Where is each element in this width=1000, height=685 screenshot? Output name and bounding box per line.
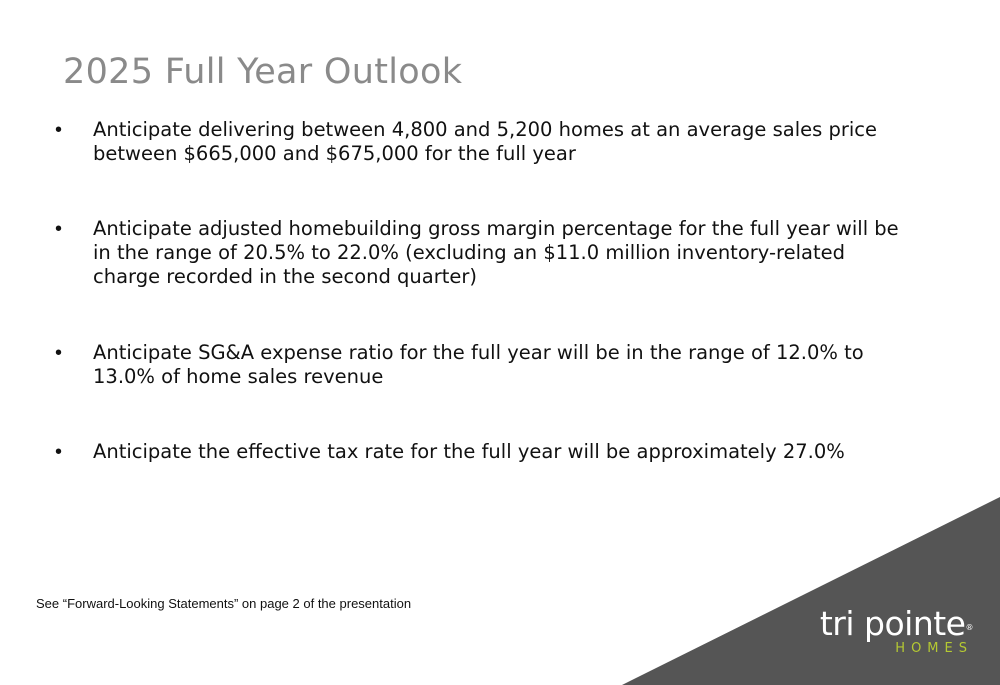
- bullet-dot: •: [55, 119, 63, 141]
- logo-wordmark: tri pointe®: [819, 604, 974, 643]
- bullet-item: • Anticipate delivering between 4,800 an…: [55, 118, 915, 166]
- bullet-item: • Anticipate SG&A expense ratio for the …: [55, 341, 915, 389]
- logo-subtitle: HOMES: [895, 641, 973, 656]
- bullet-text: Anticipate delivering between 4,800 and …: [93, 118, 878, 165]
- footnote: See “Forward-Looking Statements” on page…: [36, 596, 412, 611]
- bullet-item: • Anticipate adjusted homebuilding gross…: [55, 217, 915, 289]
- bullet-text: Anticipate the effective tax rate for th…: [93, 440, 845, 463]
- bullet-text: Anticipate adjusted homebuilding gross m…: [93, 217, 899, 288]
- bullet-dot: •: [55, 441, 63, 463]
- registered-mark: ®: [965, 623, 974, 632]
- tri-pointe-logo: tri pointe® HOMES: [818, 604, 974, 657]
- bullet-dot: •: [55, 342, 63, 364]
- logo-name: tri pointe: [819, 604, 966, 643]
- slide-title: 2025 Full Year Outlook: [63, 52, 463, 92]
- bullet-text: Anticipate SG&A expense ratio for the fu…: [93, 341, 864, 388]
- bullet-item: • Anticipate the effective tax rate for …: [55, 440, 915, 464]
- bullet-dot: •: [55, 218, 63, 240]
